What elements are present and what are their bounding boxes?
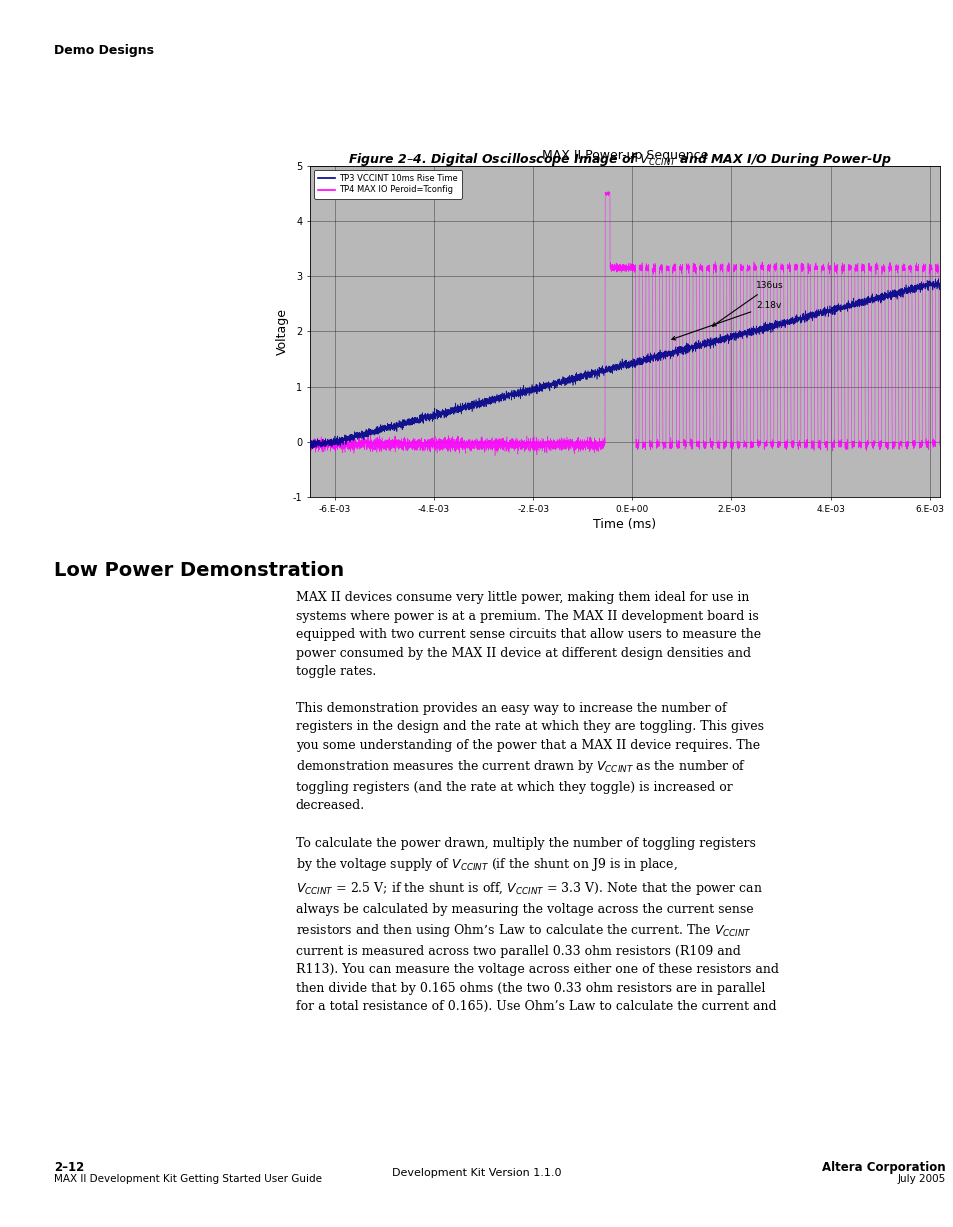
- Text: Altera Corporation: Altera Corporation: [821, 1161, 944, 1174]
- X-axis label: Time (ms): Time (ms): [593, 518, 656, 531]
- Text: MAX II devices consume very little power, making them ideal for use in
systems w: MAX II devices consume very little power…: [295, 591, 760, 679]
- Title: MAX II Power-up Sequence: MAX II Power-up Sequence: [541, 148, 707, 162]
- Text: To calculate the power drawn, multiply the number of toggling registers
by the v: To calculate the power drawn, multiply t…: [295, 837, 778, 1014]
- Text: 2.18v: 2.18v: [671, 301, 781, 340]
- Text: 2–12: 2–12: [54, 1161, 85, 1174]
- Text: Development Kit Version 1.1.0: Development Kit Version 1.1.0: [392, 1168, 561, 1178]
- Text: Demo Designs: Demo Designs: [54, 44, 154, 58]
- Text: Figure 2–4. Digital Oscilloscope Image of $V_{CCINT}$ and MAX I/O During Power-U: Figure 2–4. Digital Oscilloscope Image o…: [348, 151, 891, 168]
- Y-axis label: Voltage: Voltage: [275, 308, 289, 355]
- Legend: TP3 VCCINT 10ms Rise Time, TP4 MAX IO Peroid=Tconfig: TP3 VCCINT 10ms Rise Time, TP4 MAX IO Pe…: [314, 169, 461, 199]
- Text: July 2005: July 2005: [896, 1174, 944, 1184]
- Text: Low Power Demonstration: Low Power Demonstration: [54, 561, 344, 579]
- Text: This demonstration provides an easy way to increase the number of
registers in t: This demonstration provides an easy way …: [295, 702, 763, 812]
- Text: MAX II Development Kit Getting Started User Guide: MAX II Development Kit Getting Started U…: [54, 1174, 322, 1184]
- Text: 136us: 136us: [712, 281, 783, 326]
